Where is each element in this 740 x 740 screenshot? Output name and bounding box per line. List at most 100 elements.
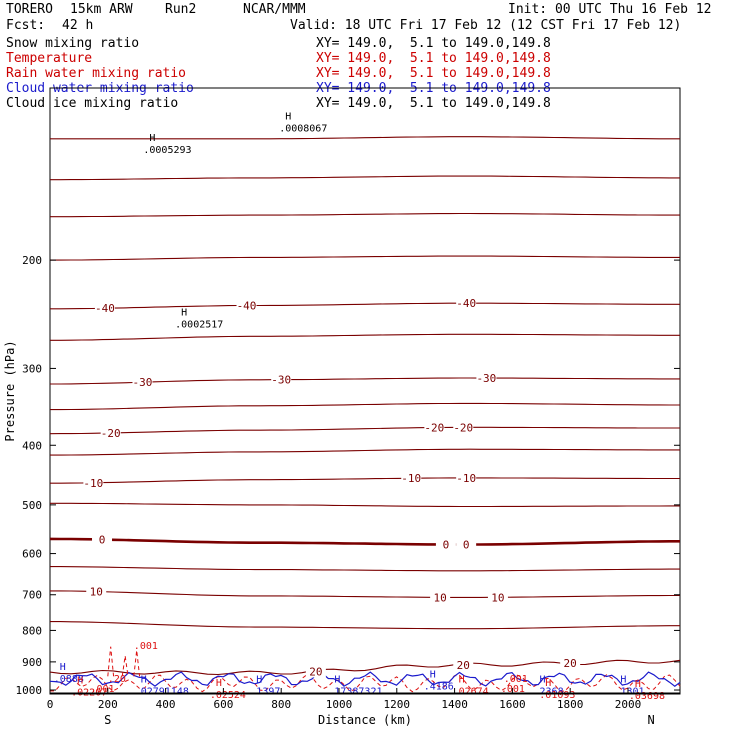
- isotherm-label-bg: [271, 373, 292, 386]
- rain-label: .001: [90, 684, 114, 695]
- isotherm-line--45: [50, 255, 680, 261]
- isotherm-line--35: [50, 333, 680, 341]
- isotherm-line-5: [50, 566, 680, 572]
- isotherm-label-bg: [132, 376, 153, 389]
- extremum-marker: H: [149, 133, 155, 144]
- field-xy-snow: XY= 149.0, 5.1 to 149.0,149.8: [316, 36, 551, 51]
- isotherm-label--40: -40: [95, 302, 115, 315]
- isotherm-label-bg: [83, 476, 104, 489]
- isotherm-label--30: -30: [133, 376, 153, 389]
- field-name-temperature: Temperature: [6, 51, 93, 66]
- x-tick-label: 2000: [615, 698, 642, 711]
- y-tick-label: 600: [22, 548, 42, 561]
- extremum-marker: H: [620, 675, 626, 686]
- rain-label: .001: [134, 641, 158, 652]
- extremum-value: .03698: [629, 691, 665, 702]
- y-tick-label: 500: [22, 499, 42, 512]
- north-end-label: N: [647, 713, 654, 727]
- organization: NCAR/MMM: [243, 2, 306, 17]
- x-tick-label: 1000: [326, 698, 353, 711]
- init-time: Init: 00 UTC Thu 16 Feb 12: [508, 2, 712, 17]
- y-tick-label: 900: [22, 656, 42, 669]
- field-name-rain: Rain water mixing ratio: [6, 66, 187, 81]
- isotherm-line-10: [50, 590, 680, 598]
- x-tick-label: 200: [98, 698, 118, 711]
- x-tick-label: 1200: [384, 698, 411, 711]
- extremum-marker: H: [60, 662, 66, 673]
- rain-label: .20: [108, 674, 126, 685]
- extremum-marker: H: [459, 675, 465, 686]
- isotherm-label-bg: [424, 421, 445, 434]
- isotherm-line--50: [50, 212, 680, 218]
- isotherm-label--20: -20: [424, 421, 444, 434]
- x-tick-label: 1800: [557, 698, 584, 711]
- extremum-value: .17387321: [328, 687, 382, 698]
- isotherm-label-bg: [305, 665, 326, 678]
- extremum-value: .4186: [424, 681, 454, 692]
- isotherm-line--40: [50, 302, 680, 310]
- south-end-label: S: [104, 713, 111, 727]
- extremum-marker: H: [545, 678, 551, 689]
- isotherm-label-bg: [86, 585, 107, 598]
- x-tick-label: 400: [156, 698, 176, 711]
- isotherm-label-bg: [100, 426, 121, 439]
- extremum-value: .2368: [534, 687, 564, 698]
- y-tick-label: 1000: [16, 684, 43, 697]
- rain-plume-2: [133, 650, 141, 677]
- extremum-marker: H: [216, 678, 222, 689]
- rain-plume-0: [107, 646, 115, 677]
- y-tick-label: 300: [22, 362, 42, 375]
- x-tick-label: 0: [47, 698, 54, 711]
- isotherm-label-0: 0: [443, 538, 450, 551]
- field-name-snow: Snow mixing ratio: [6, 36, 140, 51]
- isotherm-label--40: -40: [456, 297, 476, 310]
- isotherm-line--20: [49, 426, 680, 435]
- isotherm-line-20: [49, 659, 681, 676]
- isotherm-line--30: [50, 377, 680, 385]
- field-xy-temperature: XY= 149.0, 5.1 to 149.0,149.8: [316, 51, 551, 66]
- y-tick-label: 700: [22, 589, 42, 602]
- isotherm-label-bg: [92, 533, 113, 546]
- model-name: TORERO: [6, 2, 53, 17]
- forecast-hour: 42 h: [62, 18, 94, 33]
- isotherm-line--55: [50, 175, 680, 181]
- isotherm-label-bg: [236, 299, 257, 312]
- isotherm-label-bg: [94, 302, 115, 315]
- isotherm-label-20: 20: [309, 665, 322, 678]
- isotherm-label-bg: [430, 591, 451, 604]
- isotherm-label-bg: [453, 421, 474, 434]
- x-tick-label: 600: [213, 698, 233, 711]
- isotherm-label--40: -40: [237, 299, 257, 312]
- model-resolution: 15km ARW: [70, 2, 133, 17]
- extremum-value: .0005293: [143, 145, 191, 156]
- isotherm-label--20: -20: [453, 421, 473, 434]
- isotherm-line--15: [50, 448, 680, 456]
- extremum-value: .0008067: [279, 124, 327, 135]
- cloud-water-contour: [49, 671, 681, 687]
- isotherm-line--25: [50, 402, 680, 411]
- isotherm-label--30: -30: [271, 374, 291, 387]
- rain-label: .001: [504, 674, 528, 685]
- isotherm-line-15: [50, 621, 680, 630]
- isotherm-label-bg: [453, 658, 474, 671]
- field-xy-rain: XY= 149.0, 5.1 to 149.0,149.8: [316, 66, 551, 81]
- x-tick-label: 1600: [499, 698, 526, 711]
- isotherm-label--10: -10: [401, 472, 421, 485]
- isotherm-label--30: -30: [476, 372, 496, 385]
- isotherm-label-bg: [456, 538, 477, 551]
- isotherm-label-bg: [401, 472, 422, 485]
- isotherm-label-10: 10: [90, 586, 103, 599]
- isotherm-label-bg: [435, 538, 456, 551]
- extremum-value: .1397: [250, 687, 280, 698]
- extremum-value: .0888: [54, 674, 84, 685]
- isotherm-label-20: 20: [457, 659, 470, 672]
- valid-time: Valid: 18 UTC Fri 17 Feb 12 (12 CST Fri …: [290, 18, 682, 33]
- extremum-marker: H: [540, 675, 546, 686]
- isotherm-label-bg: [456, 297, 477, 310]
- forecast-label: Fcst:: [6, 18, 46, 33]
- isotherm-label-0: 0: [99, 534, 106, 547]
- y-axis-title: Pressure (hPa): [3, 340, 17, 441]
- field-xy-cloud-ice: XY= 149.0, 5.1 to 149.0,149.8: [316, 96, 551, 111]
- extremum-value: .02524: [210, 690, 246, 701]
